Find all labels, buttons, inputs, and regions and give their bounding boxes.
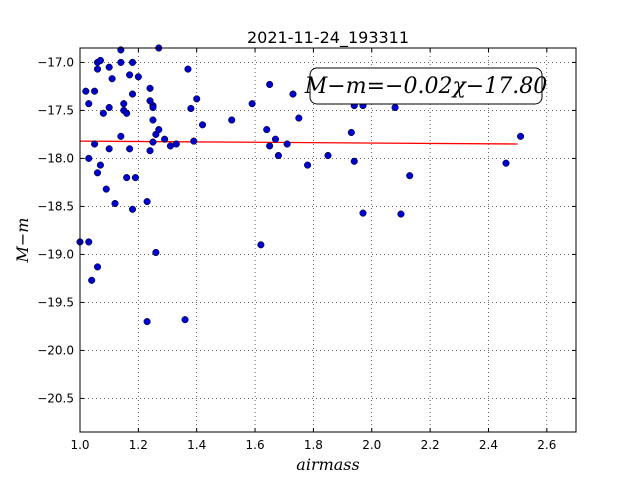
annotation-box: M−m=−0.02χ−17.80 [304,67,547,105]
data-point [91,140,99,148]
data-point [248,100,256,108]
data-point [120,100,128,108]
data-point [96,161,104,169]
data-point [85,100,93,108]
data-point [143,318,151,326]
y-tick-label: −19.0 [37,247,74,261]
data-point [193,95,201,103]
data-point [359,209,367,217]
data-point [172,140,180,148]
data-point [96,56,104,65]
x-tick-label: 2.0 [362,438,381,452]
data-point [146,84,154,92]
data-point [128,58,137,66]
data-point [111,199,119,208]
data-point [283,140,291,148]
data-point [149,103,157,112]
y-tick-label: −17.0 [37,55,74,69]
data-point [502,159,510,167]
data-point [161,135,169,143]
x-tick-label: 1.4 [187,438,206,452]
data-point [391,103,399,112]
labels-layer: 1.0 1.2 1.4 1.6 1.8 2.0 2.2 2.4 2.6 −17.0 −17.5 −18… [37,55,556,452]
data-point [289,90,297,98]
data-point [105,103,113,112]
y-tick-label: −20.0 [37,343,74,357]
data-point [123,174,131,182]
data-point [93,263,102,271]
x-axis-title: airmass [296,455,359,474]
y-tick-label: −19.5 [37,295,74,309]
data-point [187,104,195,113]
data-point [324,151,332,160]
data-point [190,137,198,145]
data-point [263,126,271,134]
data-point [85,238,93,246]
data-point [126,71,134,79]
x-tick-label: 1.6 [246,438,265,452]
data-point [82,87,90,95]
data-point [143,198,151,206]
data-point [149,116,157,124]
points-layer [76,44,525,326]
data-point [295,114,303,122]
plot-background [80,48,576,432]
y-tick-label: −18.0 [37,151,74,165]
data-point [93,65,102,73]
data-point [266,80,274,89]
plot-frame [79,47,577,433]
y-tick-label: −18.5 [37,199,74,213]
x-tick-label: 2.6 [537,438,556,452]
x-tick-label: 2.2 [421,438,440,452]
data-point [117,58,125,66]
data-point [228,116,236,124]
annotation-text: M−m=−0.02χ−17.80 [304,74,547,99]
data-point [105,145,113,153]
data-point [184,65,192,73]
data-point [146,147,154,155]
data-point [134,73,142,81]
x-tick-label: 1.0 [70,438,89,452]
chart-title: 2021-11-24_193311 [247,28,409,48]
data-point [149,138,157,146]
data-point [304,161,312,169]
data-point [274,151,282,160]
data-point [128,90,137,98]
x-tick-label: 1.8 [304,438,323,452]
data-point [102,185,110,193]
data-point [271,135,280,143]
y-axis-title: M−m [13,218,32,264]
data-point [152,248,160,257]
x-tick-label: 1.2 [129,438,148,452]
data-point [131,174,139,182]
data-point [108,75,116,83]
data-point [266,142,274,150]
data-point [105,63,113,71]
data-point [99,109,107,117]
data-point [93,169,102,177]
data-point [347,128,355,137]
data-point [126,145,134,153]
data-point [406,172,414,180]
data-point [517,132,525,140]
y-tick-label: −20.5 [37,391,74,405]
data-point [91,87,99,95]
annotation-frame [309,67,543,105]
data-point [85,154,93,162]
x-tick-label: 2.4 [479,438,498,452]
data-point [88,276,96,284]
y-tick-label: −17.5 [37,103,74,117]
data-point [155,126,163,134]
data-point [198,121,207,129]
data-point [397,210,405,218]
data-point [181,316,189,324]
data-point [117,132,125,140]
ticks-layer [79,48,576,432]
data-point [123,109,131,117]
data-point [257,241,265,249]
data-point [350,157,358,165]
data-point [128,205,137,213]
